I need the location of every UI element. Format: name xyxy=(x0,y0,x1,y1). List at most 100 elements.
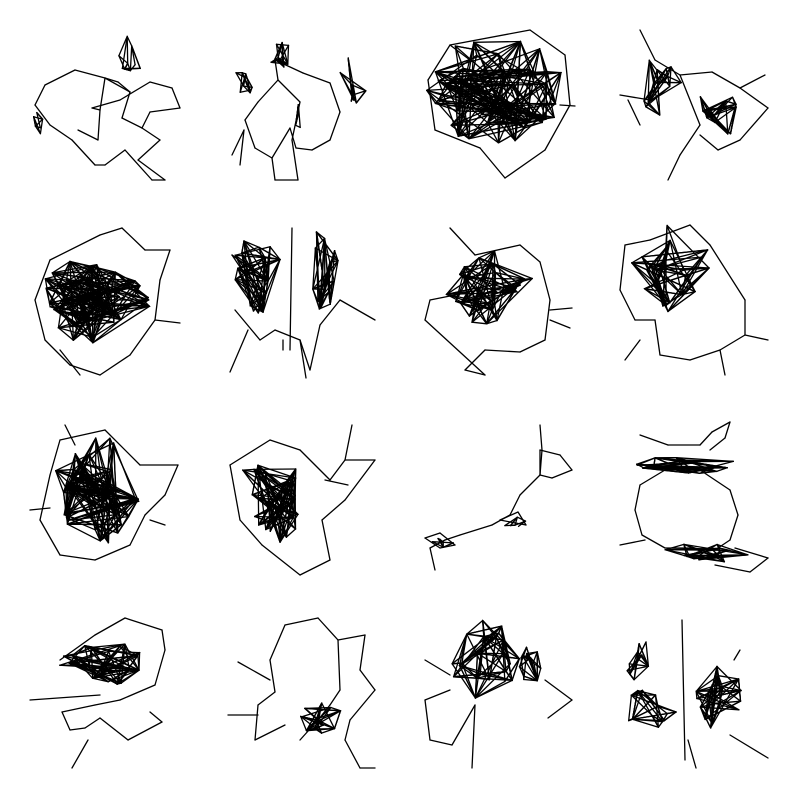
graph-edge xyxy=(139,653,140,671)
graph-edge xyxy=(312,140,330,150)
graph-edge xyxy=(700,135,718,150)
graph-edge xyxy=(98,110,100,140)
graph-edge xyxy=(620,290,635,320)
graph-edge xyxy=(105,78,130,92)
graph-edge xyxy=(272,128,290,158)
network-graph-14 xyxy=(228,618,375,768)
graph-edge xyxy=(62,705,95,712)
graph-edge xyxy=(70,728,85,730)
network-graph-10 xyxy=(230,425,375,575)
graph-edge xyxy=(540,262,550,300)
graph-edge xyxy=(650,225,690,240)
graph-edge xyxy=(270,625,285,660)
graph-edge xyxy=(258,465,259,525)
graph-edge xyxy=(78,130,98,140)
graph-edge xyxy=(360,670,375,690)
graph-edge xyxy=(350,690,375,720)
graph-edge xyxy=(635,485,640,510)
graph-edge xyxy=(655,320,660,355)
graph-edge xyxy=(540,475,552,478)
graph-edge xyxy=(730,490,738,515)
graph-edge xyxy=(640,30,655,60)
graph-edge xyxy=(310,325,320,370)
network-graph-8 xyxy=(620,225,768,375)
network-graph-12 xyxy=(620,422,768,572)
graph-edge xyxy=(255,148,272,158)
graph-edge xyxy=(45,340,70,365)
network-graph-9 xyxy=(30,425,178,560)
graph-edge xyxy=(95,700,120,705)
graph-edge xyxy=(74,438,110,469)
graph-edge xyxy=(425,320,485,375)
graph-edge xyxy=(298,105,299,108)
graph-edge xyxy=(300,340,310,370)
graph-edge xyxy=(262,545,300,575)
graph-edge xyxy=(125,618,162,630)
graph-edge xyxy=(303,73,330,83)
graph-edge xyxy=(70,365,100,375)
graph-edge xyxy=(425,700,430,740)
graph-edge xyxy=(330,690,340,705)
graph-edge xyxy=(712,72,740,88)
graph-edge xyxy=(238,662,270,680)
graph-edge xyxy=(60,430,105,440)
graph-edge xyxy=(550,320,570,328)
graph-edge xyxy=(640,470,665,485)
graph-edge xyxy=(740,88,768,108)
graph-edge xyxy=(260,330,275,340)
graph-edge xyxy=(50,125,72,140)
graph-edge xyxy=(72,140,95,165)
graph-edge xyxy=(690,350,720,360)
graph-edge xyxy=(285,618,318,625)
graph-edge xyxy=(120,685,155,700)
graph-edge xyxy=(245,102,258,120)
graph-edge xyxy=(625,240,650,245)
graph-edge xyxy=(275,330,300,340)
graph-edge xyxy=(530,30,565,55)
graph-edge xyxy=(75,70,105,78)
graph-edge xyxy=(338,635,365,640)
network-graph-11 xyxy=(425,425,572,570)
graph-edge xyxy=(658,722,662,728)
graph-edge xyxy=(700,432,712,445)
graph-edge xyxy=(730,515,738,540)
graph-edge xyxy=(150,108,180,112)
graph-edge xyxy=(142,112,150,128)
graph-edge xyxy=(330,460,345,480)
network-graph-5 xyxy=(35,228,180,375)
graph-edge xyxy=(637,458,655,464)
graph-edge xyxy=(95,618,125,635)
graph-edge xyxy=(688,740,696,768)
graph-edge xyxy=(120,82,150,100)
graph-edge xyxy=(100,228,122,235)
graph-edge xyxy=(635,510,642,535)
graph-edge xyxy=(245,120,255,148)
graph-edge xyxy=(155,320,180,323)
graph-edge xyxy=(138,160,165,180)
graph-edge xyxy=(520,245,540,262)
graph-edge xyxy=(40,520,60,555)
graph-edge xyxy=(130,515,145,545)
graph-edge xyxy=(278,80,300,102)
graph-edge xyxy=(425,300,430,320)
graph-edge xyxy=(718,140,740,150)
graph-edge xyxy=(345,740,360,768)
graph-edge xyxy=(620,245,625,290)
graph-edge xyxy=(296,148,312,150)
network-graph-6 xyxy=(230,228,375,378)
graph-edge xyxy=(255,705,258,740)
graph-edge xyxy=(145,495,165,515)
graph-edge xyxy=(318,618,338,640)
graph-edge xyxy=(270,440,300,450)
graph-edge xyxy=(690,225,710,245)
graph-edge xyxy=(548,700,572,718)
graph-edge xyxy=(255,725,285,740)
network-graph-15 xyxy=(425,621,572,769)
graph-edge xyxy=(162,630,165,650)
graph-edge xyxy=(325,480,348,485)
graph-edge xyxy=(360,635,365,670)
graph-edge xyxy=(35,300,45,340)
graph-edge xyxy=(300,560,330,575)
graph-edge xyxy=(480,148,505,178)
